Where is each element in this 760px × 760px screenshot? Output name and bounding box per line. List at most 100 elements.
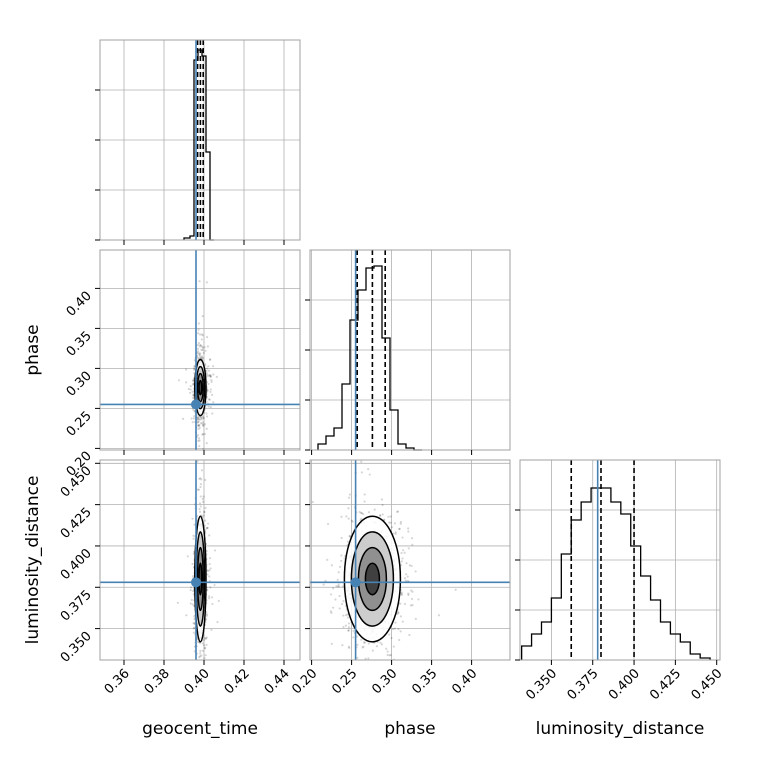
pair-2-1-sample-point	[397, 611, 400, 615]
pair-1-0-sample-point	[206, 345, 210, 348]
pair-2-0-sample-point	[199, 457, 201, 459]
pair-2-1-sample-point	[331, 606, 335, 609]
pair-1-0-sample-point	[196, 332, 200, 335]
pair-2-0-sample-point	[207, 522, 210, 525]
pair-2-0-sample-point	[206, 526, 209, 529]
pair-2-1-sample-point	[398, 527, 401, 530]
pair-2-0-sample-point	[208, 534, 211, 537]
pair-2-0-sample-point	[203, 511, 206, 514]
pair-2-0-sample-point	[216, 620, 219, 624]
pair-1-0-sample-point	[197, 420, 200, 423]
pair-2-0-sample-point	[213, 549, 217, 552]
pair-2-1-sample-point	[338, 565, 342, 568]
pair-2-1-sample-point	[356, 643, 359, 646]
pair-2-1-sample-point	[393, 522, 397, 525]
pair-2-1-sample-point	[381, 503, 384, 507]
pair-2-0-sample-point	[205, 643, 208, 646]
pair-2-0-sample-point	[198, 656, 201, 659]
pair-1-0-sample-point	[196, 434, 200, 437]
pair-1-0-sample-point	[215, 375, 218, 378]
pair-2-1-sample-point	[392, 645, 395, 648]
pair-2-1-sample-point	[389, 515, 392, 518]
pair-1-0-sample-point	[201, 334, 204, 337]
pair-1-0-sample-point	[188, 391, 192, 395]
pair-1-0-sample-point	[185, 381, 188, 384]
pair-2-1-sample-point	[414, 570, 417, 573]
pair-2-1-sample-point	[346, 691, 348, 693]
pair-2-0-sample-point	[198, 510, 202, 513]
pair-2-1-sample-point	[342, 625, 345, 629]
pair-2-0-sample-point	[199, 477, 202, 480]
pair-1-0-sample-point	[189, 385, 192, 388]
pair-2-0-sample-point	[213, 583, 216, 587]
pair-2-0-sample-point	[204, 506, 207, 510]
pair-2-0-sample-point	[203, 510, 206, 513]
pair-1-0-sample-point	[205, 369, 208, 372]
pair-2-1-sample-point	[373, 508, 376, 511]
pair-2-1-sample-point	[406, 575, 409, 578]
x-tick-label-phase-0.20: 0.20	[289, 666, 320, 697]
pair-2-1-sample-point	[386, 653, 389, 657]
pair-2-1-sample-point	[340, 536, 343, 540]
pair-2-1-sample-point	[360, 512, 364, 515]
pair-2-1-sample-point	[347, 622, 351, 625]
pair-1-0-sample-point	[197, 437, 201, 440]
x-axis-label-phase: phase	[384, 719, 435, 739]
pair-2-1-sample-point	[402, 549, 405, 552]
pair-2-1-sample-point	[338, 607, 341, 610]
pair-1-0-sample-point	[200, 333, 204, 336]
y-tick-label-phase-0.25: 0.25	[64, 409, 95, 440]
pair-2-1-sample-point	[338, 585, 341, 588]
pair-1-0-sample-point	[187, 387, 190, 391]
pair-1-0-sample-point	[209, 406, 212, 409]
pair-2-1-sample-point	[409, 604, 413, 607]
pair-2-1-sample-point	[400, 591, 403, 594]
pair-2-0-sample-point	[206, 569, 210, 572]
pair-2-0-sample-point	[203, 638, 206, 642]
x-axis-label-luminosity-distance: luminosity_distance	[536, 719, 705, 739]
pair-1-0-sample-point	[198, 423, 201, 427]
pair-2-0-sample-point	[199, 485, 202, 489]
pair-2-1-sample-point	[342, 600, 345, 603]
pair-2-1-sample-point	[307, 538, 309, 540]
pair-2-0-sample-point	[191, 517, 194, 520]
pair-2-0-sample-point	[190, 598, 193, 602]
pair-2-1-sample-point	[410, 564, 413, 568]
pair-2-1-sample-point	[360, 511, 363, 515]
pair-1-0-sample-point	[201, 357, 205, 360]
pair-1-0-sample-point	[199, 355, 202, 358]
pair-2-1-sample-point	[399, 522, 402, 525]
pair-2-0-sample-point	[196, 640, 200, 644]
pair-2-0-sample-point	[198, 662, 200, 664]
pair-2-1-sample-point	[326, 558, 329, 561]
pair-2-1-sample-point	[398, 638, 401, 642]
panel-distance-vs-geocent-time	[95, 457, 301, 702]
pair-1-0-sample-point	[202, 424, 205, 427]
pair-1-0-sample-point	[204, 363, 207, 366]
pair-2-1-sample-point	[362, 641, 365, 644]
pair-2-0-sample-point	[199, 700, 201, 702]
x-tick-label-luminosity_distance-0.450: 0.450	[689, 666, 726, 703]
hist-1-histogram-step	[317, 265, 422, 451]
x-tick-label-geocent_time-0.38: 0.38	[142, 666, 173, 697]
pair-1-0-sample-point	[208, 398, 211, 401]
pair-1-0-sample-point	[208, 358, 212, 361]
pair-2-0-sample-point	[201, 642, 204, 645]
pair-2-1-sample-point	[358, 510, 361, 514]
pair-2-1-sample-point	[346, 616, 350, 619]
x-tick-label-geocent_time-0.44: 0.44	[262, 666, 293, 697]
y-axis-label-phase: phase	[23, 324, 43, 375]
pair-2-1-sample-point	[393, 627, 396, 630]
pair-2-1-sample-point	[360, 684, 362, 686]
pair-1-0-sample-point	[209, 388, 212, 391]
pair-2-1-sample-point	[401, 557, 404, 560]
pair-1-0-sample-point	[209, 375, 212, 378]
pair-1-0-sample-point	[207, 369, 211, 372]
pair-2-1-sample-point	[340, 559, 343, 563]
pair-2-1-sample-point	[348, 496, 351, 499]
pair-2-1-sample-point	[345, 664, 347, 666]
pair-1-0-sample-point	[196, 418, 199, 421]
pair-2-0-sample-point	[193, 615, 196, 618]
pair-2-1-sample-point	[388, 654, 391, 657]
pair-2-1-sample-point	[396, 510, 399, 513]
